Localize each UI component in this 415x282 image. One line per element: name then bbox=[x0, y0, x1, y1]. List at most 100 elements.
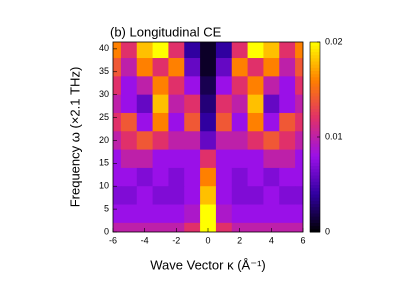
heatmap-cell bbox=[168, 186, 185, 205]
colorbar-segment bbox=[310, 206, 320, 211]
heatmap-cell bbox=[215, 204, 233, 224]
heatmap-cell bbox=[113, 186, 122, 205]
heatmap-cell bbox=[295, 42, 303, 59]
heatmap-cell bbox=[200, 94, 217, 114]
colorbar-segment bbox=[310, 187, 320, 192]
colorbar-segment bbox=[310, 219, 320, 223]
heatmap-cell bbox=[263, 94, 280, 114]
heatmap-cell bbox=[295, 149, 303, 169]
heatmap-cell bbox=[120, 131, 138, 150]
heatmap-cell bbox=[231, 204, 248, 224]
colorbar-segment bbox=[310, 213, 320, 217]
x-tick-label: 2 bbox=[237, 235, 242, 245]
heatmap-cell bbox=[215, 58, 233, 77]
colorbar-segment bbox=[310, 130, 320, 135]
heatmap-cell bbox=[295, 204, 303, 224]
heatmap-cell bbox=[247, 76, 264, 96]
y-tick-label: 40 bbox=[99, 43, 109, 53]
heatmap-cell bbox=[120, 222, 138, 232]
heatmap-cell bbox=[136, 131, 153, 150]
x-tick-label: 6 bbox=[300, 235, 305, 245]
heatmap-cell bbox=[200, 42, 217, 59]
colorbar-segment bbox=[310, 152, 320, 157]
heatmap-cell bbox=[113, 42, 122, 59]
x-axis-label: Wave Vector κ (Å⁻¹) bbox=[150, 257, 265, 272]
heatmap-cell bbox=[184, 149, 201, 169]
colorbar-segment bbox=[310, 156, 320, 160]
heatmap-cell bbox=[152, 112, 169, 132]
heatmap-cell bbox=[136, 222, 153, 232]
heatmap-cell bbox=[295, 222, 303, 232]
y-axis-label: Frequency ω (×2.1 THz) bbox=[67, 67, 82, 208]
heatmap-cell bbox=[247, 149, 264, 169]
heatmap-cell bbox=[184, 76, 201, 96]
heatmap-cell bbox=[184, 131, 201, 150]
colorbar-segment bbox=[310, 48, 320, 52]
heatmap-cell bbox=[231, 76, 248, 96]
heatmap-cell bbox=[120, 167, 138, 187]
colorbar-segment bbox=[310, 127, 320, 132]
colorbar-segment bbox=[310, 57, 320, 62]
colorbar-segment bbox=[310, 168, 320, 173]
colorbar-segment bbox=[310, 149, 320, 154]
heatmap-cell bbox=[263, 186, 280, 205]
y-tick-label: 15 bbox=[99, 158, 109, 168]
heatmap-cell bbox=[215, 222, 233, 232]
heatmap-cell bbox=[200, 222, 217, 232]
colorbar-segment bbox=[310, 86, 320, 90]
heatmap-cell bbox=[295, 186, 303, 205]
heatmap-cell bbox=[279, 222, 296, 232]
heatmap-cell bbox=[231, 222, 248, 232]
heatmap-cell bbox=[247, 94, 264, 114]
y-tick-label: 10 bbox=[99, 181, 109, 191]
heatmap-cell bbox=[231, 186, 248, 205]
heatmap-cell bbox=[295, 58, 303, 77]
heatmap-cell bbox=[215, 131, 233, 150]
heatmap-cell bbox=[263, 112, 280, 132]
heatmap-cell bbox=[231, 149, 248, 169]
heatmap-cell bbox=[152, 149, 169, 169]
heatmap-cell bbox=[231, 58, 248, 77]
colorbar-segment bbox=[310, 80, 320, 84]
colorbar-segment bbox=[310, 45, 320, 49]
colorbar-segment bbox=[310, 133, 320, 138]
heatmap-cell bbox=[263, 204, 280, 224]
heatmap-cell bbox=[113, 58, 122, 77]
x-tick-label: -2 bbox=[172, 235, 180, 245]
chart-title: (b) Longitudinal CE bbox=[110, 24, 222, 39]
colorbar-segment bbox=[310, 194, 320, 198]
heatmap-cell bbox=[113, 204, 122, 224]
colorbar-tick-label: 0.01 bbox=[325, 131, 343, 141]
colorbar-segment bbox=[310, 197, 320, 201]
heatmap-cell bbox=[136, 58, 153, 77]
heatmap-cell bbox=[279, 42, 296, 59]
heatmap-cell bbox=[184, 167, 201, 187]
heatmap-cell bbox=[200, 204, 217, 224]
colorbar-segment bbox=[310, 95, 320, 100]
colorbar-segment bbox=[310, 73, 320, 78]
heatmap-cell bbox=[136, 186, 153, 205]
heatmap-cell bbox=[263, 76, 280, 96]
heatmap bbox=[113, 42, 303, 232]
heatmap-cell bbox=[279, 112, 296, 132]
heatmap-cell bbox=[168, 76, 185, 96]
heatmap-cell bbox=[168, 149, 185, 169]
heatmap-cell bbox=[152, 76, 169, 96]
heatmap-cell bbox=[184, 112, 201, 132]
heatmap-cell bbox=[247, 204, 264, 224]
colorbar-segment bbox=[310, 162, 320, 166]
heatmap-cell bbox=[168, 204, 185, 224]
heatmap-cell bbox=[113, 131, 122, 150]
colorbar-segment bbox=[310, 209, 320, 214]
heatmap-cell bbox=[184, 204, 201, 224]
heatmap-cell bbox=[136, 94, 153, 114]
heatmap-cell bbox=[113, 149, 122, 169]
heatmap-cell bbox=[136, 204, 153, 224]
heatmap-cell bbox=[215, 42, 233, 59]
colorbar-segment bbox=[310, 124, 320, 128]
colorbar-segment bbox=[310, 222, 320, 227]
heatmap-cell bbox=[263, 167, 280, 187]
heatmap-cell bbox=[136, 167, 153, 187]
heatmap-cell bbox=[231, 167, 248, 187]
colorbar-segment bbox=[310, 190, 320, 195]
